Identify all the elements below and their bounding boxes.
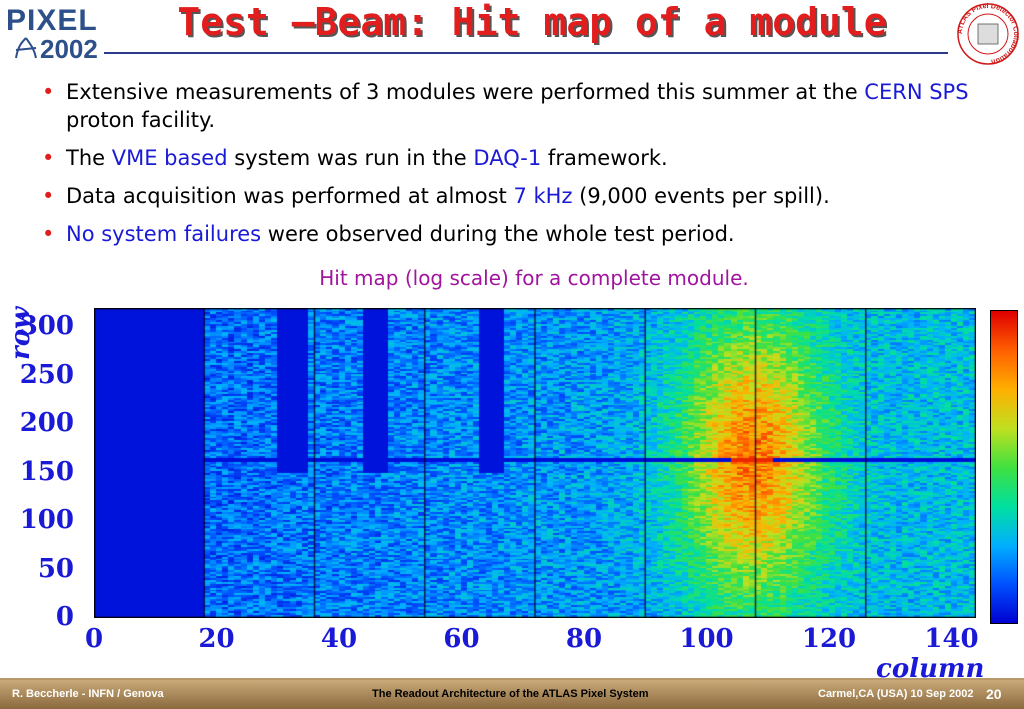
y-tick-label: 0 — [55, 602, 74, 632]
highlighted-text: No system failures — [66, 222, 262, 246]
footer-divider — [0, 678, 1024, 680]
logo-line-2: 2002 — [40, 34, 98, 64]
y-tick-label: 250 — [19, 359, 74, 390]
x-tick-label: 80 — [565, 624, 603, 654]
y-tick-label: 100 — [19, 505, 74, 536]
y-tick-label: 50 — [37, 553, 74, 584]
bullet-item: • No system failures were observed during… — [40, 220, 1000, 248]
bullet-text: framework. — [541, 146, 668, 170]
bullet-text: were observed during the whole test peri… — [261, 222, 735, 246]
bullet-text: proton facility. — [66, 108, 216, 132]
bullet-text: (9,000 events per spill). — [572, 184, 830, 208]
logo-line-1: PIXEL — [6, 4, 98, 37]
y-tick-label: 300 — [19, 311, 74, 342]
bullet-text: Extensive measurements of 3 modules were… — [66, 80, 865, 104]
bullet-text: The — [66, 146, 112, 170]
x-tick-label: 140 — [924, 624, 979, 654]
bullet-dot-icon: • — [42, 80, 55, 104]
page-number: 20 — [986, 686, 1002, 702]
highlighted-text: CERN SPS — [864, 80, 969, 104]
y-tick-label: 150 — [19, 456, 74, 487]
bullet-text: Data acquisition was performed at almost — [66, 184, 514, 208]
bullet-item: • Data acquisition was performed at almos… — [40, 182, 1000, 210]
x-tick-label: 20 — [198, 624, 235, 654]
bullet-dot-icon: • — [42, 184, 55, 208]
bullet-list: • Extensive measurements of 3 modules wer… — [40, 78, 1000, 258]
x-tick-label: 100 — [679, 624, 734, 654]
bullet-dot-icon: • — [42, 222, 55, 246]
footer-talk-title: The Readout Architecture of the ATLAS Pi… — [372, 688, 649, 700]
highlighted-text: VME based — [111, 146, 228, 170]
highlighted-text: 7 kHz — [513, 184, 573, 208]
hit-map-heatmap — [94, 308, 976, 618]
bullet-text: system was run in the — [227, 146, 474, 170]
slide-title: Test –Beam: Hit map of a module — [177, 0, 887, 44]
pixel2002-logo: PIXEL 2002 — [6, 4, 104, 64]
footer-author: R. Beccherle - INFN / Genova — [12, 688, 164, 700]
x-tick-label: 60 — [443, 624, 480, 654]
title-divider — [104, 52, 948, 54]
atlas-collaboration-badge-icon: ATLAS Pixel Detector Collaboration — [957, 3, 1019, 65]
logo-figure-icon — [15, 37, 37, 59]
bullet-item: • The VME based system was run in the DAQ… — [40, 144, 1000, 172]
hit-map-plot — [94, 308, 976, 618]
x-tick-label: 0 — [84, 624, 104, 654]
color-scale-bar — [990, 310, 1018, 624]
bullet-item: • Extensive measurements of 3 modules wer… — [40, 78, 1000, 134]
x-tick-label: 120 — [801, 624, 857, 654]
x-tick-label: 40 — [320, 624, 358, 654]
bullet-dot-icon: • — [42, 146, 55, 170]
y-tick-label: 200 — [19, 408, 74, 439]
figure-caption: Hit map (log scale) for a complete modul… — [319, 266, 749, 290]
slide-footer: R. Beccherle - INFN / Genova The Readout… — [0, 680, 1024, 709]
footer-venue-date: Carmel,CA (USA) 10 Sep 2002 — [818, 688, 974, 700]
highlighted-text: DAQ-1 — [473, 146, 542, 170]
